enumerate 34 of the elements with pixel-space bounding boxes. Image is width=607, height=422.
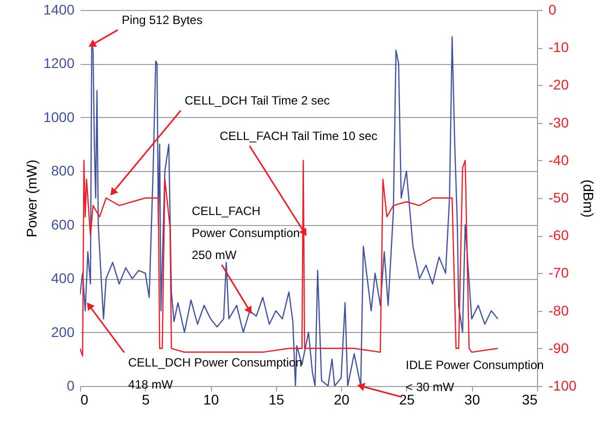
annotation: Ping 512 Bytes bbox=[122, 12, 202, 27]
annotation: CELL_DCH Tail Time 2 sec bbox=[184, 94, 330, 108]
y-axis-title: Power (mW) bbox=[23, 160, 40, 238]
y2-tick-label: -90 bbox=[548, 340, 569, 356]
y2-tick-label: -10 bbox=[548, 39, 569, 56]
y-tick-label: 1000 bbox=[43, 108, 75, 125]
annotation: CELL_FACH Tail Time 10 sec bbox=[220, 128, 378, 143]
x-tick-label: 25 bbox=[399, 392, 415, 408]
y2-tick-label: -70 bbox=[548, 264, 569, 281]
y2-tick-label: -40 bbox=[548, 152, 569, 168]
x-tick-label: 15 bbox=[268, 392, 284, 408]
annotation: IDLE Power Consumption < 30 mW bbox=[406, 358, 544, 394]
y-tick-label: 1200 bbox=[43, 55, 75, 72]
x-tick-label: 35 bbox=[522, 392, 538, 408]
y2-tick-label: 0 bbox=[548, 2, 556, 18]
y2-tick-label: -50 bbox=[548, 190, 569, 206]
x-tick-label: 5 bbox=[142, 392, 150, 408]
x-tick-label: 30 bbox=[464, 392, 480, 408]
y-tick-label: 800 bbox=[51, 162, 75, 179]
y-tick-label: 0 bbox=[66, 378, 75, 394]
y-tick-label: 1400 bbox=[43, 2, 75, 18]
annotation: CELL_FACH Power Consumption 250 mW bbox=[192, 204, 300, 262]
x-tick-label: 20 bbox=[334, 392, 350, 408]
y2-tick-label: -30 bbox=[548, 114, 569, 130]
y-tick-label: 200 bbox=[51, 324, 75, 340]
y2-tick-label: -80 bbox=[548, 302, 569, 318]
y2-tick-label: -60 bbox=[548, 227, 569, 244]
y2-tick-label: -20 bbox=[548, 76, 569, 93]
x-tick-label: 0 bbox=[80, 392, 88, 408]
y2-axis-title: (dBm) bbox=[580, 179, 597, 218]
x-tick-label: 10 bbox=[203, 392, 220, 408]
y-tick-label: 400 bbox=[51, 270, 75, 286]
y2-tick-label: -100 bbox=[548, 378, 577, 394]
y-tick-label: 600 bbox=[51, 216, 75, 232]
